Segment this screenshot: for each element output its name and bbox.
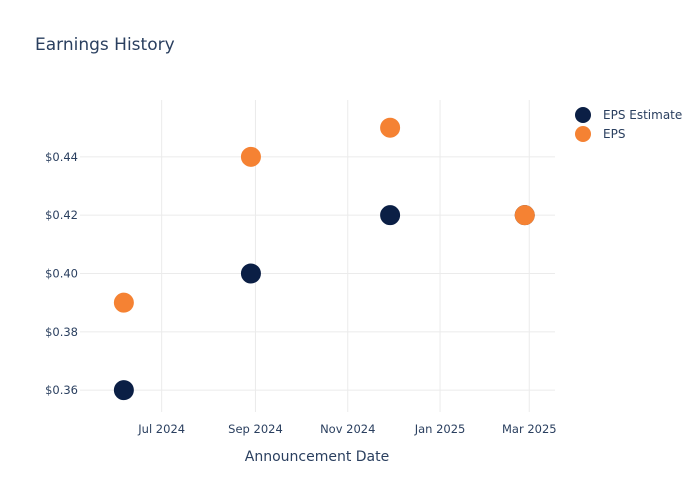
y-tick-label: $0.36 [45, 383, 78, 397]
data-point-eps[interactable] [380, 117, 401, 138]
legend: EPS Estimate EPS [575, 107, 682, 142]
legend-marker[interactable] [575, 126, 591, 142]
x-tick-label: Jan 2025 [414, 422, 466, 436]
x-tick-label: Nov 2024 [320, 422, 375, 436]
x-tick-label: Mar 2025 [502, 422, 557, 436]
y-tick-label: $0.38 [45, 325, 78, 339]
data-point-eps[interactable] [514, 205, 535, 226]
legend-label[interactable]: EPS [603, 127, 625, 141]
data-point-eps-estimate[interactable] [240, 263, 261, 284]
points-layer [113, 117, 535, 401]
x-tick-label: Sep 2024 [228, 422, 283, 436]
data-point-eps[interactable] [240, 146, 261, 167]
y-tick-label: $0.44 [45, 150, 78, 164]
x-tick-label: Jul 2024 [137, 422, 185, 436]
legend-marker[interactable] [575, 107, 591, 123]
tick-layer: Jul 2024 Sep 2024 Nov 2024 Jan 2025 Mar 2025… [45, 150, 557, 436]
data-point-eps-estimate[interactable] [113, 380, 134, 401]
x-axis-title: Announcement Date [245, 449, 389, 465]
y-tick-label: $0.40 [45, 266, 78, 280]
data-point-eps-estimate[interactable] [380, 205, 401, 226]
y-tick-label: $0.42 [45, 208, 78, 222]
legend-label[interactable]: EPS Estimate [603, 108, 682, 122]
grid-layer [80, 100, 555, 412]
data-point-eps[interactable] [113, 292, 134, 313]
chart-title: Earnings History [35, 35, 175, 55]
